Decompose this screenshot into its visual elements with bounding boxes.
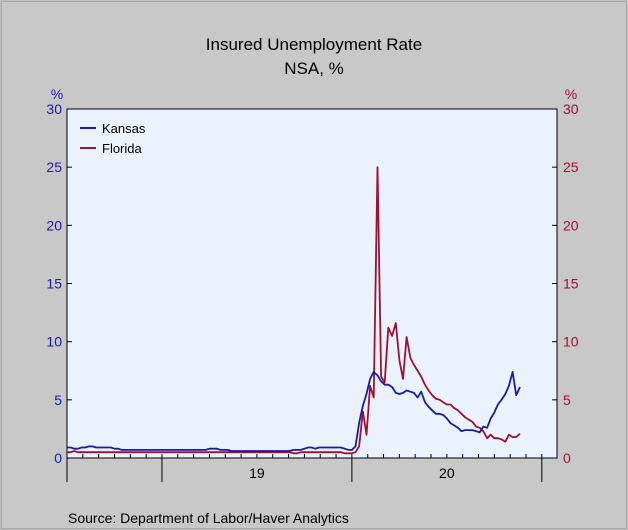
source-note: Source: Department of Labor/Haver Analyt… [68,510,349,526]
x-axis: 19 20 [66,454,543,482]
y-tick-label-right: 5 [563,392,571,408]
y-axis: 0 0 5 5 10 10 15 15 20 20 25 25 30 30 [46,101,578,466]
y-tick-label-right: 15 [563,276,579,292]
chart-title: Insured Unemployment Rate [206,35,422,54]
series-line-florida [67,166,521,455]
y-unit-left: % [51,86,63,102]
y-tick-label-left: 5 [54,392,62,408]
legend: Kansas Florida [80,121,146,156]
y-tick-label-left: 25 [46,159,62,175]
legend-label-kansas: Kansas [102,121,146,136]
x-tick-label: 20 [439,465,455,481]
y-tick-label-left: 0 [54,450,62,466]
chart-subtitle: NSA, % [284,59,344,78]
y-tick-label-left: 30 [46,101,62,117]
y-tick-label-right: 0 [563,450,571,466]
plot-area [66,108,558,459]
y-tick-label-left: 15 [46,276,62,292]
y-tick-label-left: 10 [46,334,62,350]
y-tick-label-right: 30 [563,101,579,117]
y-tick-label-right: 20 [563,217,579,233]
x-tick-label: 19 [249,465,265,481]
y-tick-label-right: 10 [563,334,579,350]
legend-label-florida: Florida [102,141,143,156]
y-unit-right: % [565,86,577,102]
series-line-kansas [67,371,521,452]
y-tick-label-right: 25 [563,159,579,175]
y-tick-label-left: 20 [46,217,62,233]
series-lines [67,166,521,455]
